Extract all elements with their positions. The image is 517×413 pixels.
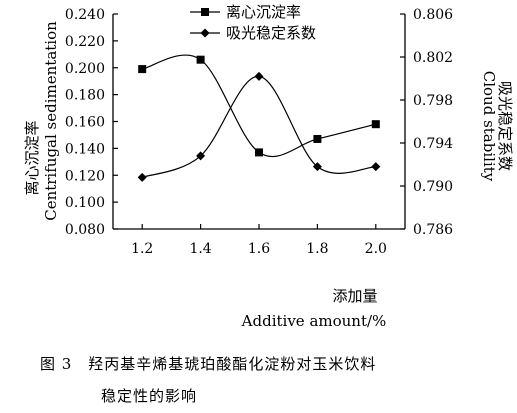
legend-label-stability: 吸光稳定系数 <box>226 24 316 42</box>
right-y-ticks: 0.806 0.802 0.798 0.794 0.790 0.786 <box>400 7 453 238</box>
right-tick-label: 0.798 <box>413 93 453 109</box>
left-axis-title-en: Centrifugal sedimentation <box>42 21 60 221</box>
left-tick-label: 0.160 <box>65 115 105 131</box>
x-axis-title-en: Additive amount/% <box>241 312 387 330</box>
left-tick-label: 0.120 <box>65 168 105 184</box>
left-tick-label: 0.100 <box>65 195 105 211</box>
x-ticks: 1.2 1.4 1.6 1.8 2.0 <box>131 224 387 257</box>
chart: 0.240 0.220 0.200 0.180 0.160 0.140 0.120 0.100… <box>23 3 514 330</box>
data-point-sedimentation <box>371 120 380 129</box>
data-point-stability <box>371 162 381 172</box>
data-point-sedimentation <box>255 148 263 157</box>
legend: 离心沉淀率 吸光稳定系数 <box>190 3 316 42</box>
data-point-sedimentation <box>196 55 205 64</box>
data-point-stability <box>196 151 206 161</box>
legend-item-sedimentation: 离心沉淀率 <box>190 3 301 21</box>
series-group <box>137 54 381 182</box>
right-axis-title-zh: 吸光稳定系数 <box>496 81 514 171</box>
right-tick-label: 0.790 <box>413 179 453 195</box>
data-point-stability <box>254 71 264 81</box>
data-point-sedimentation <box>313 134 322 143</box>
series-line-stability <box>141 75 376 178</box>
x-tick-label: 2.0 <box>365 241 387 257</box>
legend-item-stability: 吸光稳定系数 <box>190 24 316 42</box>
legend-diamond-marker <box>200 28 210 38</box>
data-point-sedimentation <box>138 65 147 74</box>
x-axis-title-zh: 添加量 <box>332 287 377 305</box>
right-tick-label: 0.786 <box>413 222 453 238</box>
right-tick-label: 0.806 <box>413 7 453 23</box>
x-tick-label: 1.8 <box>306 241 328 257</box>
x-tick-label: 1.4 <box>189 241 211 257</box>
x-tick-label: 1.2 <box>131 241 153 257</box>
left-axis-title-zh: 离心沉淀率 <box>23 120 41 195</box>
figure-caption-line2: 稳定性的影响 <box>101 387 198 405</box>
left-tick-label: 0.240 <box>65 7 105 23</box>
left-tick-label: 0.080 <box>65 222 105 238</box>
figure-caption-line1: 图 3 羟丙基辛烯基琥珀酸酯化淀粉对玉米饮料 <box>40 355 377 373</box>
left-y-ticks: 0.240 0.220 0.200 0.180 0.160 0.140 0.120 0.100… <box>65 7 118 238</box>
left-tick-label: 0.140 <box>65 141 105 157</box>
data-point-stability <box>312 162 322 172</box>
legend-label-sedimentation: 离心沉淀率 <box>226 3 301 21</box>
right-axis-title-en: Cloud stability <box>480 71 498 182</box>
data-point-stability <box>137 172 147 182</box>
left-tick-label: 0.220 <box>65 34 105 50</box>
left-tick-label: 0.200 <box>65 61 105 77</box>
series-line-sedimentation <box>142 54 376 158</box>
right-tick-label: 0.802 <box>413 50 453 66</box>
right-tick-label: 0.794 <box>413 136 453 152</box>
x-tick-label: 1.6 <box>248 241 270 257</box>
left-tick-label: 0.180 <box>65 88 105 104</box>
legend-square-marker <box>201 8 209 16</box>
